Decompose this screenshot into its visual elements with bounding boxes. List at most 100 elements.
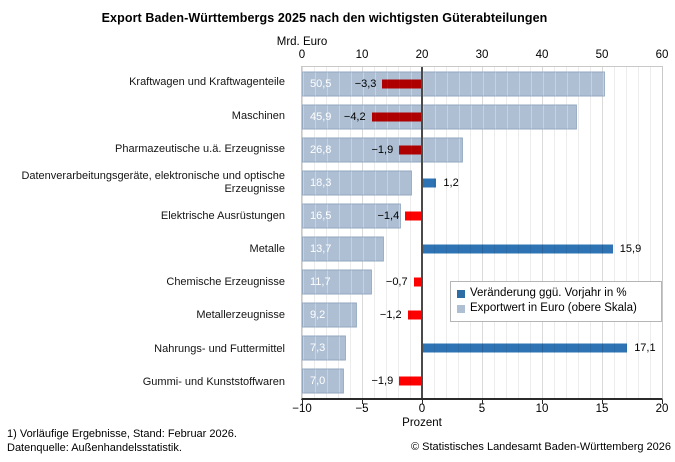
- footnotes: 1) Vorläufige Ergebnisse, Stand: Februar…: [7, 428, 237, 455]
- export-value-bar: [302, 302, 358, 328]
- chart-title: Export Baden-Württembergs 2025 nach den …: [101, 11, 548, 25]
- category-label: Metalle: [249, 242, 285, 255]
- top-tick-label: 30: [475, 49, 489, 61]
- bar-row: 50,5 −3,3: [302, 67, 662, 100]
- legend-swatch-change-icon: [457, 289, 465, 298]
- bar-row: 18,3 1,2: [302, 166, 662, 199]
- bottom-tick-mark: [362, 400, 363, 404]
- category-label: Kraftwagen und Kraftwagenteile: [129, 76, 285, 89]
- category-label: Pharmazeutische u.ä. Erzeugnisse: [115, 142, 285, 155]
- bottom-tick-label: 0: [418, 403, 426, 415]
- change-percent-label: 17,1: [634, 342, 656, 355]
- export-value-label: 7,3: [310, 342, 326, 355]
- export-value-bar: [302, 335, 346, 361]
- export-value-bar: [302, 368, 344, 394]
- legend-item-change: Veränderung ggü. Vorjahr in %: [457, 286, 655, 301]
- bottom-tick-mark: [422, 400, 423, 404]
- export-value-label: 16,5: [310, 209, 332, 222]
- change-percent-bar: [371, 112, 422, 122]
- bottom-tick-label: 5: [478, 403, 486, 415]
- change-percent-bar: [399, 145, 422, 155]
- category-label: Maschinen: [231, 109, 285, 122]
- bottom-tick-mark: [602, 400, 603, 404]
- bottom-tick-mark: [482, 400, 483, 404]
- top-tick-label: 40: [535, 49, 549, 61]
- export-value-bar: [302, 137, 463, 163]
- export-value-label: 11,7: [310, 276, 331, 289]
- export-value-label: 45,9: [310, 110, 332, 123]
- change-percent-label: −4,2: [343, 110, 366, 123]
- top-tick-label: 60: [655, 49, 669, 61]
- change-percent-label: −1,4: [377, 209, 400, 222]
- bar-rows: 50,5 −3,3 45,9 −4,2 26,8 −1,9 18,3 1,2 16,5 −1,4 1…: [302, 67, 662, 398]
- bar-row: 9,2 −1,2: [302, 299, 662, 332]
- bottom-axis-title: Prozent: [402, 417, 442, 429]
- category-label: Metallerzeugnisse: [196, 309, 285, 322]
- top-tick-label: 20: [415, 49, 429, 61]
- category-label: Chemische Erzeugnisse: [166, 276, 285, 289]
- category-labels: Kraftwagen und Kraftwagenteile Maschinen P…: [0, 66, 293, 399]
- footnote-line: 1) Vorläufige Ergebnisse, Stand: Februar…: [7, 428, 237, 440]
- footnote-line: Datenquelle: Außenhandelsstatistik.: [7, 441, 182, 454]
- change-percent-bar: [382, 79, 422, 89]
- bar-row: 16,5 −1,4: [302, 199, 662, 232]
- export-value-label: 26,8: [310, 143, 332, 156]
- change-percent-label: −0,7: [385, 276, 408, 289]
- export-value-bar: [302, 236, 385, 262]
- change-percent-bar: [422, 178, 437, 188]
- export-value-bar: [302, 269, 373, 295]
- legend-label: Veränderung ggü. Vorjahr in %: [470, 287, 627, 299]
- change-percent-bar: [407, 310, 422, 320]
- bottom-tick-label: −10: [292, 403, 312, 415]
- bar-row: 7,0 −1,9: [302, 365, 662, 398]
- copyright: © Statistisches Landesamt Baden-Württemb…: [410, 441, 671, 453]
- category-label: Elektrische Ausrüstungen: [160, 209, 285, 222]
- bottom-tick-label: 10: [535, 403, 549, 415]
- change-percent-bar: [422, 244, 613, 254]
- bottom-tick-mark: [542, 400, 543, 404]
- change-percent-bar: [405, 211, 422, 221]
- top-tick-label: 0: [298, 49, 306, 61]
- top-tick-label: 50: [595, 49, 609, 61]
- export-value-bar: [302, 104, 578, 130]
- category-label: Datenverarbeitungsgeräte, elektronische …: [21, 170, 285, 195]
- category-label: Nahrungs- und Futtermittel: [154, 342, 285, 355]
- export-value-bar: [302, 170, 412, 196]
- legend-swatch-export-icon: [457, 304, 465, 313]
- top-axis-title: Mrd. Euro: [276, 36, 328, 48]
- change-percent-label: −1,9: [371, 375, 394, 388]
- bar-row: 26,8 −1,9: [302, 133, 662, 166]
- legend-label: Exportwert in Euro (obere Skala): [470, 302, 637, 314]
- change-percent-bar: [399, 376, 422, 386]
- export-value-bar: [302, 71, 605, 97]
- top-tick-label: 10: [355, 49, 369, 61]
- legend-item-export: Exportwert in Euro (obere Skala): [457, 301, 655, 316]
- export-value-label: 50,5: [310, 77, 332, 90]
- change-percent-label: −1,9: [371, 143, 394, 156]
- change-percent-label: 15,9: [619, 243, 642, 256]
- export-value-bar: [302, 203, 401, 229]
- bar-row: 45,9 −4,2: [302, 100, 662, 133]
- zero-baseline: [421, 67, 423, 398]
- export-value-label: 7,0: [310, 375, 326, 388]
- change-percent-label: −3,3: [354, 77, 377, 90]
- change-percent-bar: [413, 277, 422, 287]
- plot-area: 50,5 −3,3 45,9 −4,2 26,8 −1,9 18,3 1,2 16,5 −1,4 1…: [301, 66, 663, 400]
- category-label: Gummi- und Kunststoffwaren: [142, 376, 285, 389]
- change-percent-label: 1,2: [443, 176, 459, 189]
- bottom-tick-label: 15: [595, 403, 609, 415]
- export-value-label: 9,2: [310, 309, 326, 322]
- export-value-label: 18,3: [310, 176, 332, 189]
- legend: Veränderung ggü. Vorjahr in % Exportwert…: [450, 281, 662, 322]
- bar-row: 11,7 −0,7: [302, 266, 662, 299]
- bottom-tick-mark: [302, 400, 303, 404]
- bar-row: 13,7 15,9: [302, 232, 662, 265]
- bottom-tick-mark: [662, 400, 663, 404]
- change-percent-bar: [422, 343, 628, 353]
- export-value-label: 13,7: [310, 243, 332, 256]
- bottom-tick-label: −5: [355, 403, 369, 415]
- bar-row: 7,3 17,1: [302, 332, 662, 365]
- change-percent-label: −1,2: [379, 309, 402, 322]
- bottom-tick-label: 20: [655, 403, 669, 415]
